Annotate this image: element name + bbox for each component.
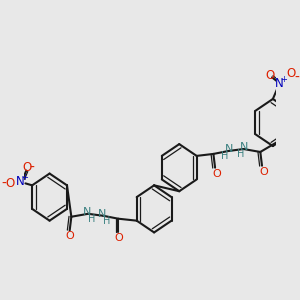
Text: O: O [212,169,221,178]
Text: +: + [280,75,287,84]
Text: -: - [294,70,299,84]
Text: O: O [287,67,296,80]
Text: -: - [30,161,34,175]
Text: N: N [16,175,25,188]
Text: +: + [21,173,28,182]
Text: O: O [6,177,15,190]
Text: H: H [221,151,229,161]
Text: H: H [88,214,95,224]
Text: -: - [1,176,6,190]
Text: N: N [275,77,284,90]
Text: H: H [103,216,110,226]
Text: O: O [114,233,123,243]
Text: N: N [240,142,249,152]
Text: O: O [65,231,74,242]
Text: N: N [83,207,92,217]
Text: H: H [236,149,244,159]
Text: N: N [225,144,233,154]
Text: N: N [98,209,106,219]
Text: O: O [259,167,268,177]
Text: O: O [266,69,275,82]
Text: O: O [22,161,32,174]
